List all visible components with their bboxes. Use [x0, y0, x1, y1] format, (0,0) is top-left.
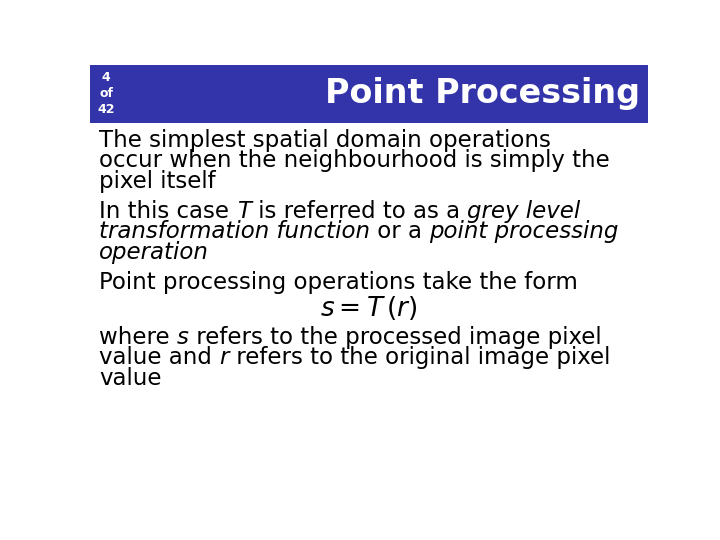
Text: where: where — [99, 326, 177, 349]
Text: pixel itself: pixel itself — [99, 170, 216, 193]
Text: is referred to as a: is referred to as a — [251, 200, 467, 222]
Text: point processing: point processing — [430, 220, 619, 244]
Text: Point Processing: Point Processing — [325, 77, 640, 110]
Text: refers to the processed image pixel: refers to the processed image pixel — [189, 326, 602, 349]
Bar — [122, 65, 123, 123]
Text: T: T — [237, 200, 251, 222]
Text: grey level: grey level — [467, 200, 580, 222]
Text: operation: operation — [99, 241, 210, 264]
Text: value: value — [99, 367, 162, 390]
Text: $s = T\,(r)$: $s = T\,(r)$ — [320, 294, 418, 322]
Text: r: r — [220, 347, 229, 369]
Text: 4
of
42: 4 of 42 — [97, 71, 115, 116]
Text: Point processing operations take the form: Point processing operations take the for… — [99, 271, 578, 294]
Text: or a: or a — [370, 220, 430, 244]
Text: The simplest spatial domain operations: The simplest spatial domain operations — [99, 129, 552, 152]
Text: transformation function: transformation function — [99, 220, 370, 244]
Text: occur when the neighbourhood is simply the: occur when the neighbourhood is simply t… — [99, 149, 610, 172]
Text: In this case: In this case — [99, 200, 237, 222]
Text: value and: value and — [99, 347, 220, 369]
Bar — [90, 65, 648, 123]
Text: s: s — [177, 326, 189, 349]
Text: refers to the original image pixel: refers to the original image pixel — [229, 347, 610, 369]
